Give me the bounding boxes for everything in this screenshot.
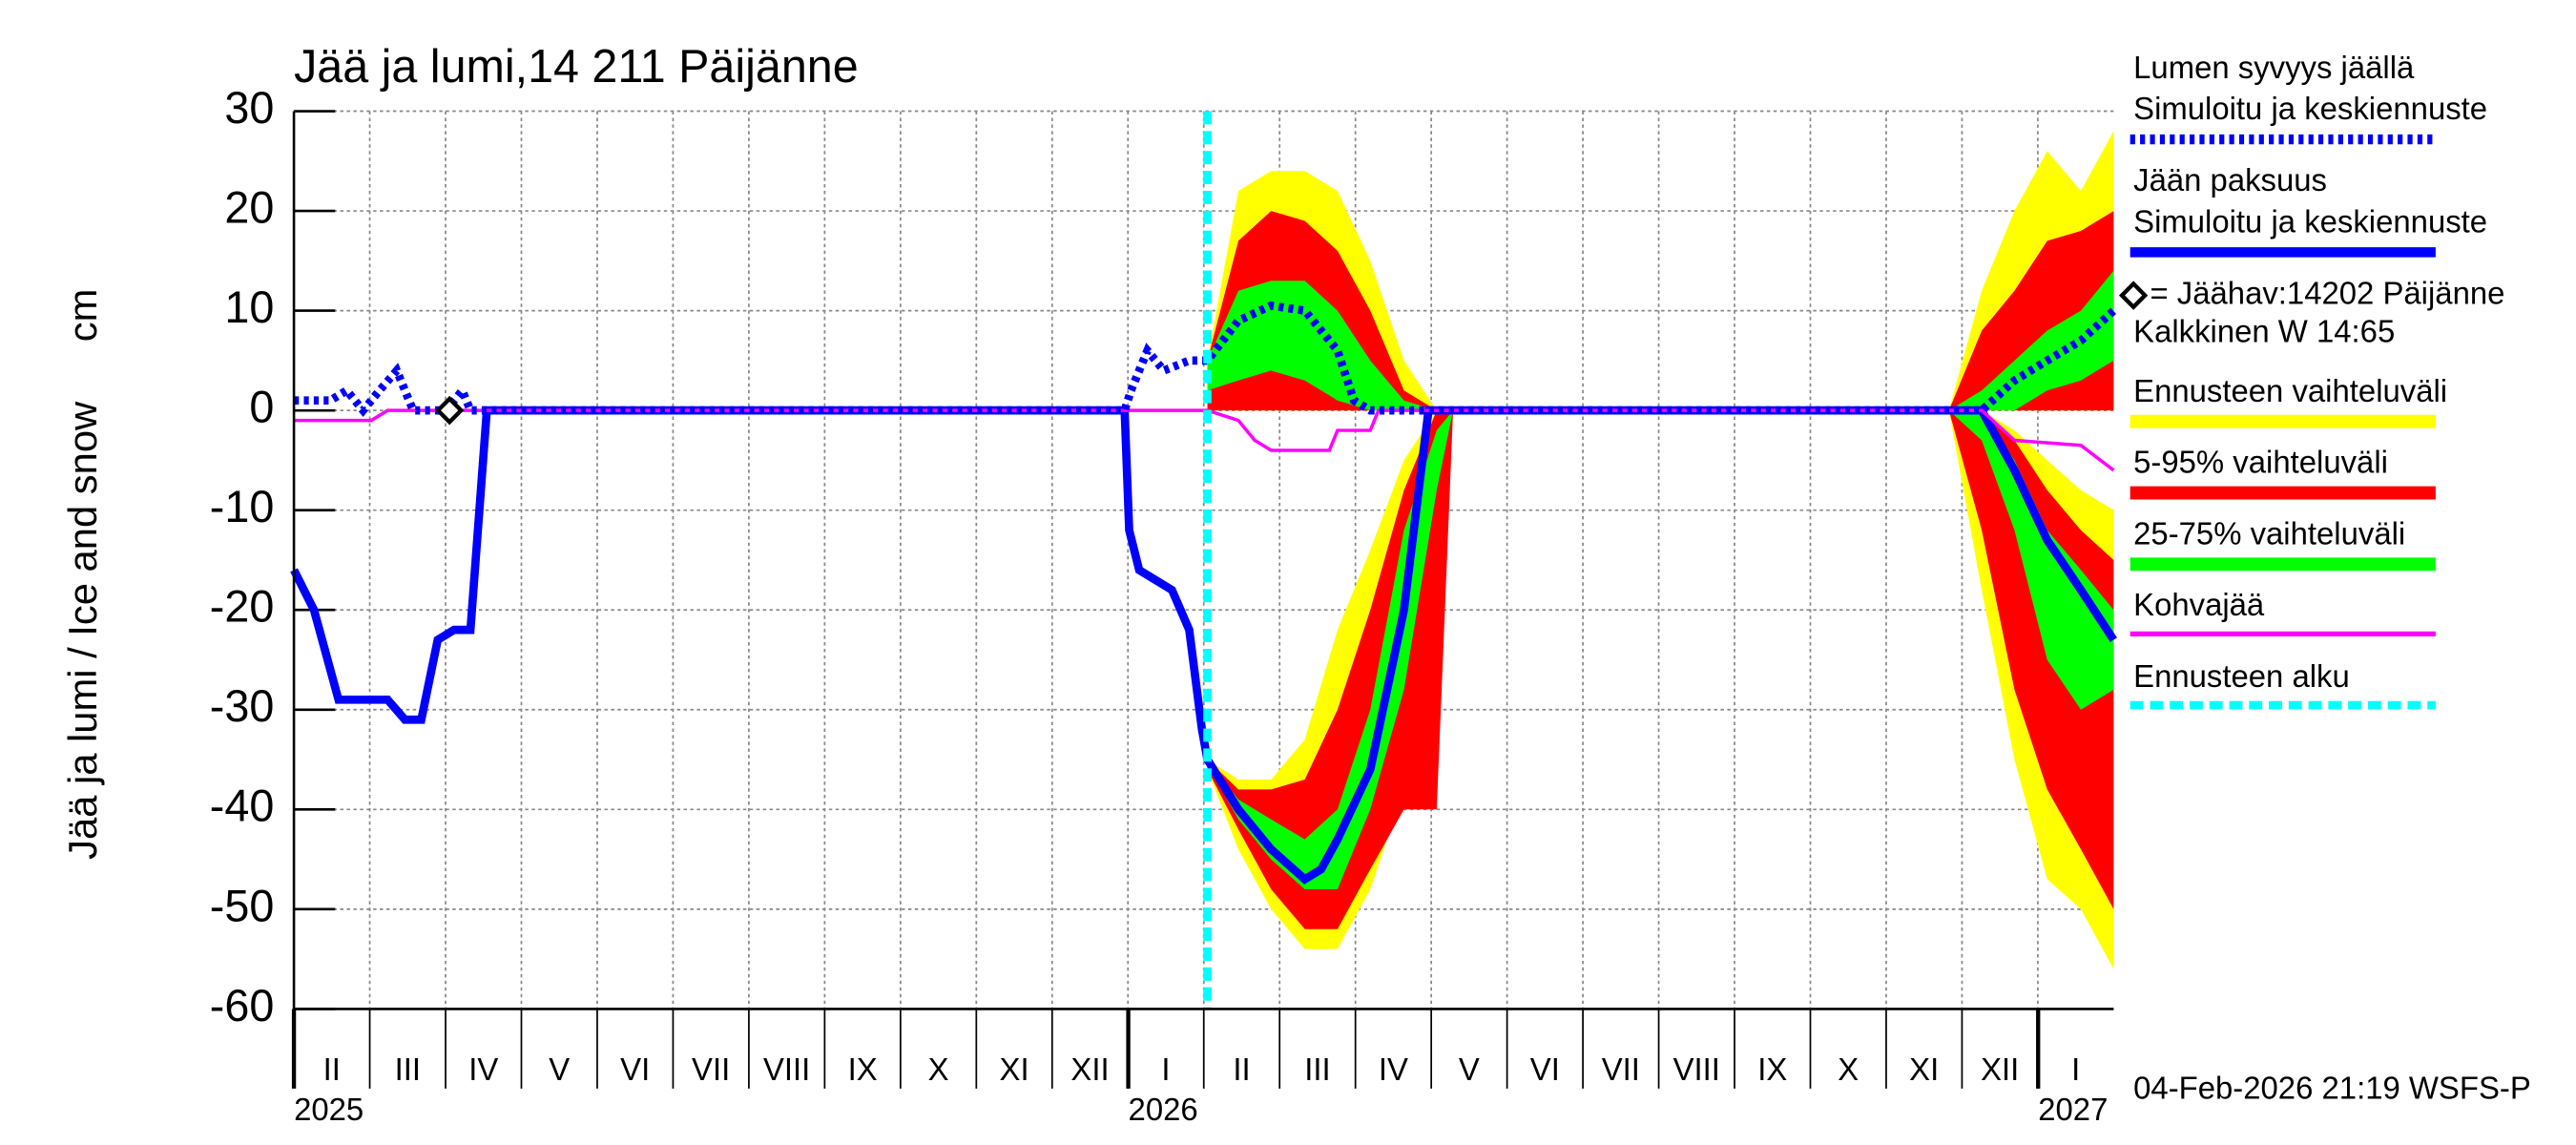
- legend-label: 5-95% vaihteluväli: [2133, 445, 2388, 480]
- legend-label: 25-75% vaihteluväli: [2133, 515, 2405, 551]
- footer: 04-Feb-2026 21:19 WSFS-P: [2133, 1070, 2531, 1105]
- legend-label: Kalkkinen W 14:65: [2133, 313, 2395, 348]
- month-label: X: [928, 1051, 949, 1087]
- month-label: XI: [1909, 1051, 1939, 1087]
- legend-label: Jään paksuus: [2133, 162, 2327, 198]
- month-label: VII: [692, 1051, 730, 1087]
- month-label: IV: [1379, 1051, 1408, 1087]
- forecast-band: [1207, 410, 1454, 929]
- observation-marker: [434, 395, 465, 426]
- legend-label: Kohvajää: [2133, 587, 2265, 622]
- month-label: I: [1161, 1051, 1170, 1087]
- chart-title: Jää ja lumi,14 211 Päijänne: [294, 41, 859, 93]
- month-label: V: [1459, 1051, 1480, 1087]
- y-tick-label: -40: [210, 781, 275, 831]
- y-tick-label: 10: [224, 282, 274, 332]
- legend-label: = Jäähav:14202 Päijänne: [2150, 275, 2504, 310]
- month-label: XII: [1981, 1051, 2019, 1087]
- month-label: XII: [1070, 1051, 1109, 1087]
- month-label: X: [1838, 1051, 1859, 1087]
- forecast-band: [1948, 270, 2114, 411]
- y-axis-label: Jää ja lumi / Ice and snow: [60, 401, 105, 860]
- y-tick-label: -10: [210, 482, 275, 531]
- month-label: IX: [1757, 1051, 1787, 1087]
- month-label: III: [1304, 1051, 1330, 1087]
- y-tick-label: 30: [224, 83, 274, 133]
- month-label: VII: [1602, 1051, 1640, 1087]
- year-label: 2027: [2038, 1092, 2108, 1127]
- month-label: VI: [1530, 1051, 1560, 1087]
- y-tick-label: 0: [249, 382, 274, 431]
- y-tick-label: 20: [224, 182, 274, 232]
- legend-label: Lumen syvyys jäällä: [2133, 50, 2415, 85]
- y-tick-label: -20: [210, 582, 275, 632]
- legend-label: Ennusteen alku: [2133, 658, 2350, 694]
- legend-label: Simuloitu ja keskiennuste: [2133, 91, 2487, 126]
- month-label: VIII: [763, 1051, 810, 1087]
- month-label: V: [549, 1051, 570, 1087]
- y-tick-label: -30: [210, 681, 275, 731]
- year-label: 2025: [294, 1092, 364, 1127]
- month-label: VIII: [1673, 1051, 1720, 1087]
- month-label: III: [395, 1051, 421, 1087]
- y-tick-label: -60: [210, 981, 275, 1030]
- forecast-band: [1948, 410, 2114, 909]
- month-label: VI: [620, 1051, 650, 1087]
- month-label: I: [2071, 1051, 2080, 1087]
- forecast-band: [1207, 410, 1454, 889]
- legend-marker: [2118, 281, 2149, 310]
- forecast-band: [1948, 410, 2114, 710]
- month-label: II: [323, 1051, 341, 1087]
- year-label: 2026: [1129, 1092, 1198, 1127]
- month-label: IX: [848, 1051, 878, 1087]
- month-label: IV: [468, 1051, 498, 1087]
- legend-label: Ennusteen vaihteluväli: [2133, 373, 2447, 408]
- legend-label: Simuloitu ja keskiennuste: [2133, 203, 2487, 239]
- y-tick-label: -50: [210, 881, 275, 930]
- y-axis-unit: cm: [60, 289, 105, 343]
- month-label: II: [1233, 1051, 1250, 1087]
- month-label: XI: [1000, 1051, 1029, 1087]
- series-line: [294, 301, 2117, 417]
